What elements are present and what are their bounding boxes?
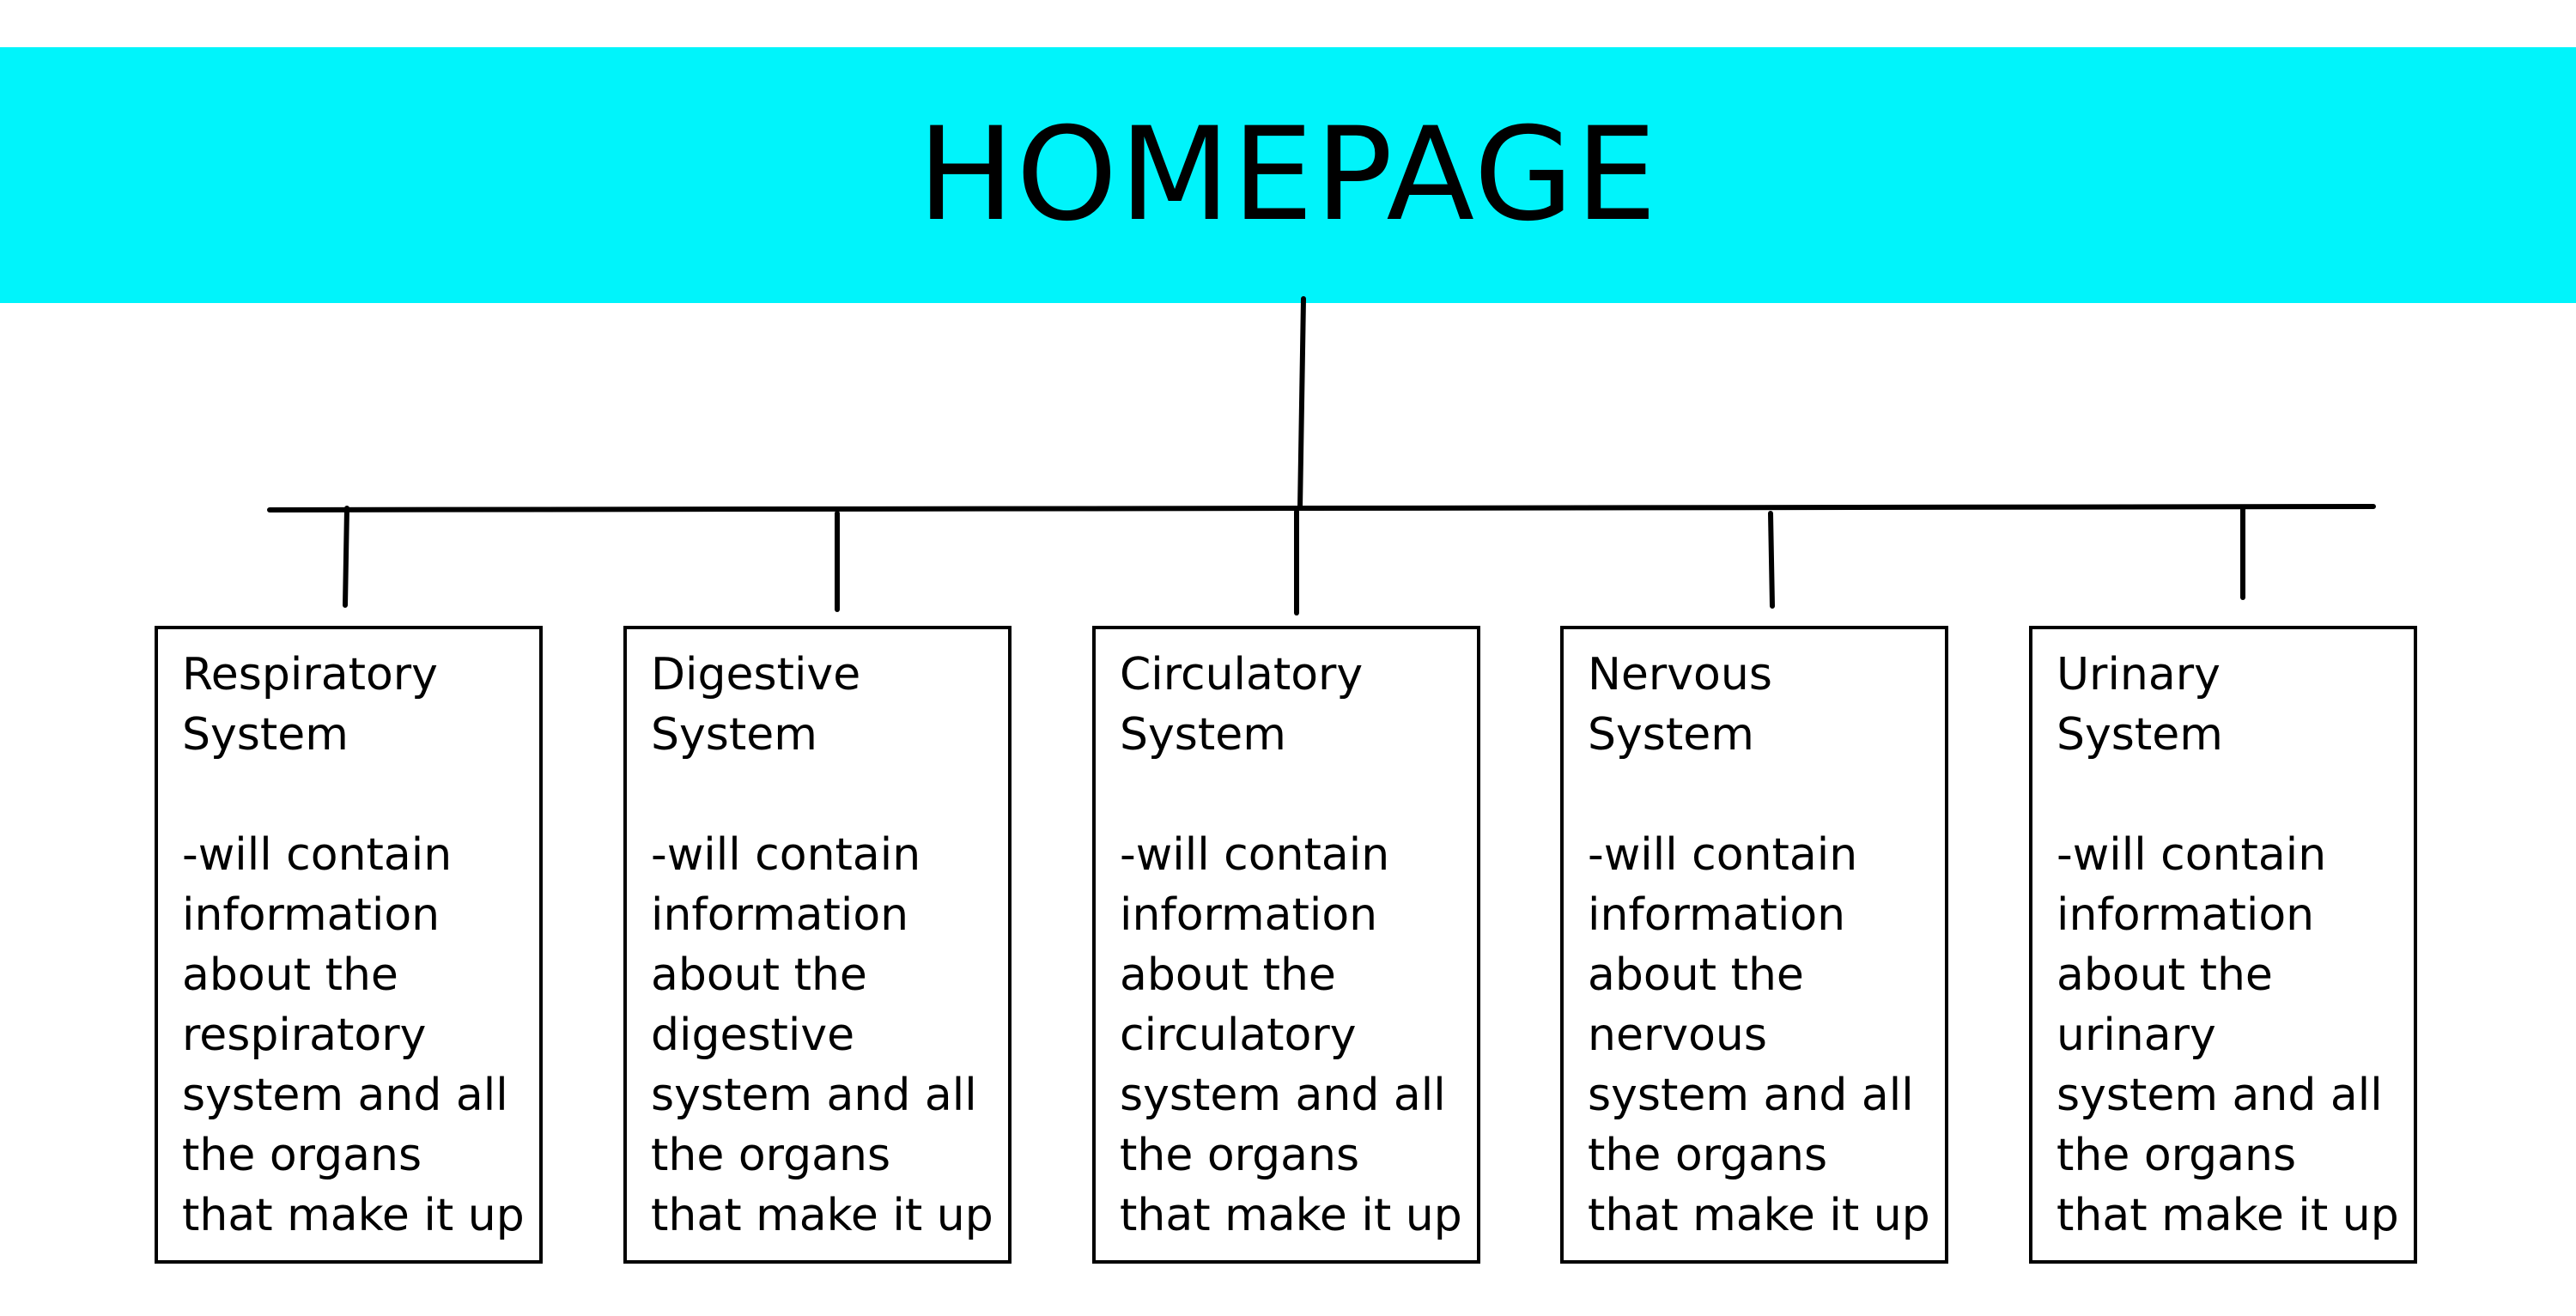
card-respiratory-system[interactable]: Respiratory System -will contain informa… xyxy=(155,626,543,1264)
card-description: -will contain information about the circ… xyxy=(1120,829,1462,1241)
connector-respiratory xyxy=(343,506,349,608)
branch-bar xyxy=(267,504,2376,512)
card-title: Nervous System xyxy=(1588,649,1772,761)
card-title: Digestive System xyxy=(651,649,861,761)
connector-nervous xyxy=(1768,511,1775,609)
page-title: HOMEPAGE xyxy=(917,100,1659,250)
card-description: -will contain information about the dige… xyxy=(651,829,993,1241)
header-banner xyxy=(0,47,2576,303)
card-title: Circulatory System xyxy=(1120,649,1364,761)
card-nervous-system[interactable]: Nervous System -will contain information… xyxy=(1560,626,1948,1264)
card-urinary-system[interactable]: Urinary System -will contain information… xyxy=(2029,626,2417,1264)
root-connector xyxy=(1297,296,1306,511)
card-description: -will contain information about the urin… xyxy=(2057,829,2399,1241)
card-title: Urinary System xyxy=(2057,649,2223,761)
card-description: -will contain information about the resp… xyxy=(182,829,525,1241)
card-digestive-system[interactable]: Digestive System -will contain informati… xyxy=(623,626,1012,1264)
card-description: -will contain information about the nerv… xyxy=(1588,829,1930,1241)
card-circulatory-system[interactable]: Circulatory System -will contain informa… xyxy=(1092,626,1480,1264)
card-title: Respiratory System xyxy=(182,649,438,761)
